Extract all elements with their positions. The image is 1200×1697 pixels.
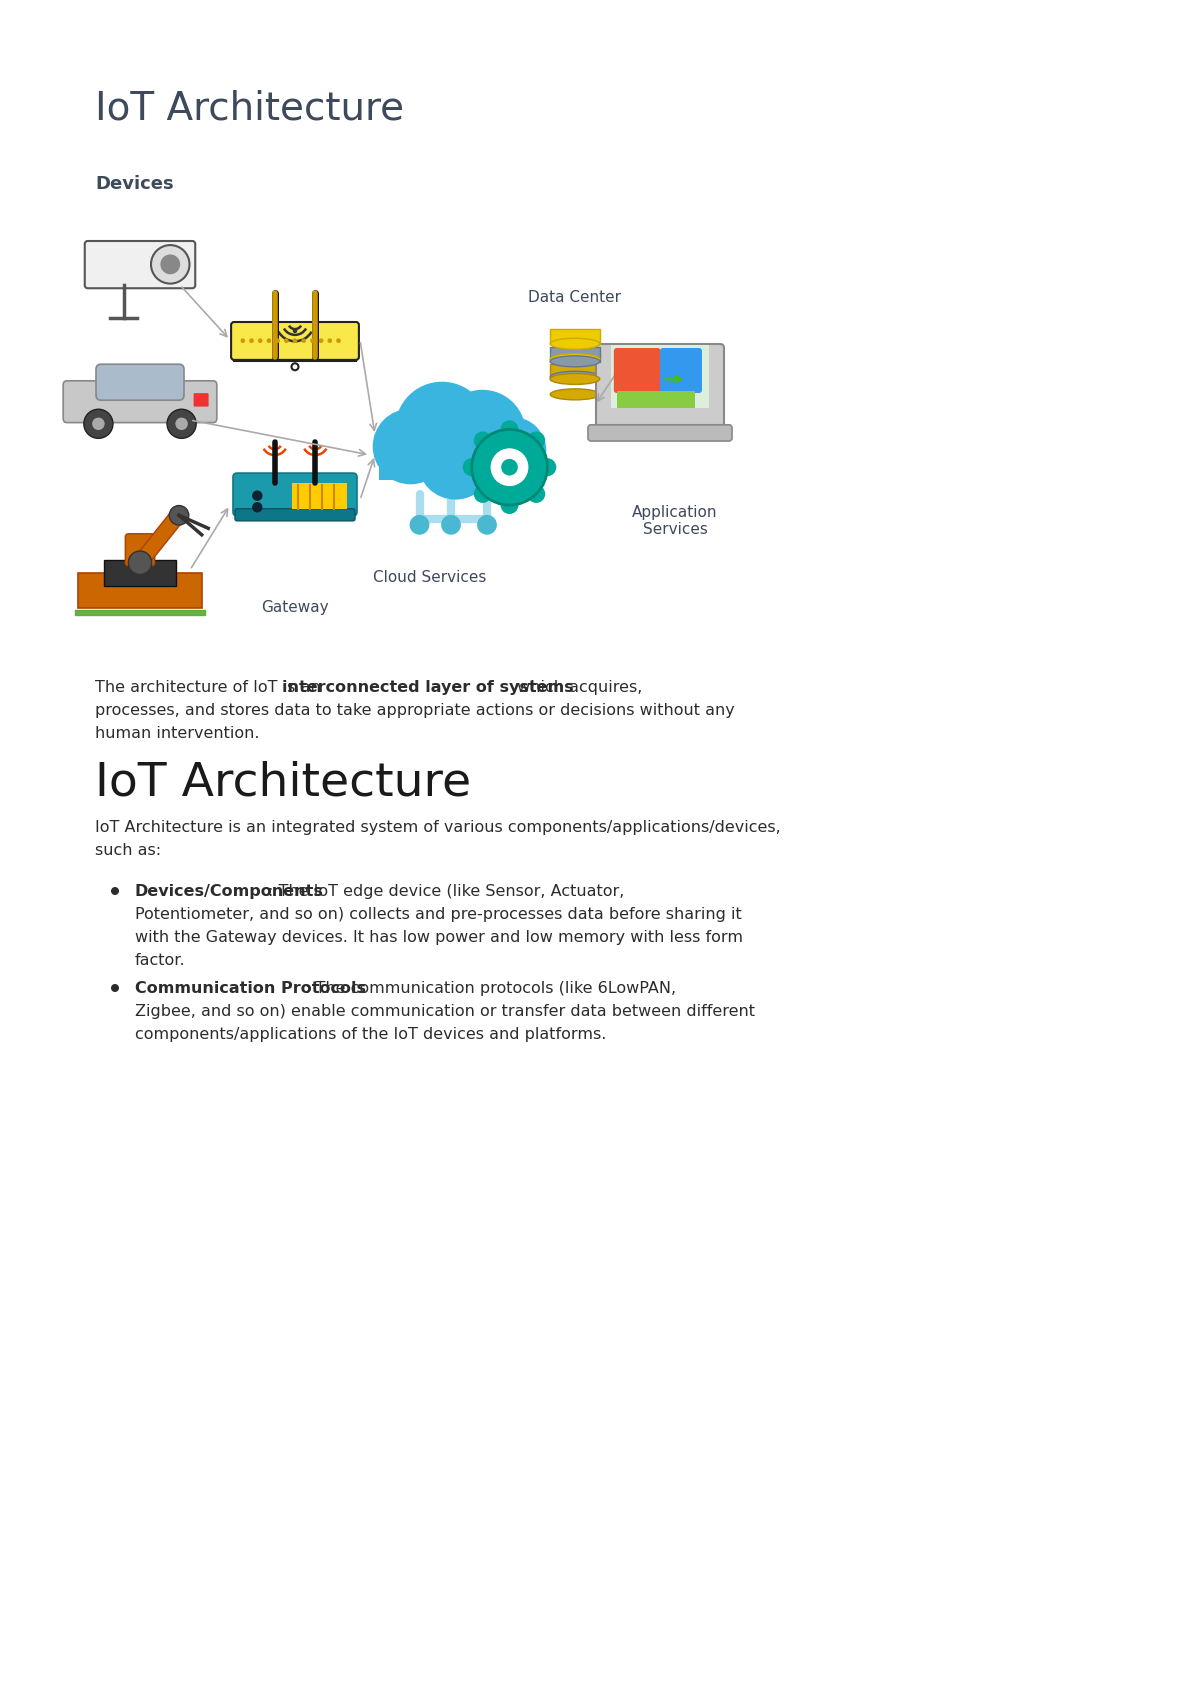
FancyBboxPatch shape: [104, 560, 175, 585]
Text: with the Gateway devices. It has low power and low memory with less form: with the Gateway devices. It has low pow…: [134, 930, 743, 945]
FancyBboxPatch shape: [232, 322, 359, 360]
Text: processes, and stores data to take appropriate actions or decisions without any: processes, and stores data to take appro…: [95, 703, 734, 718]
Ellipse shape: [551, 338, 600, 350]
FancyBboxPatch shape: [379, 453, 541, 480]
Text: Potentiometer, and so on) collects and pre-processes data before sharing it: Potentiometer, and so on) collects and p…: [134, 906, 742, 921]
Circle shape: [92, 417, 104, 429]
Circle shape: [112, 984, 119, 993]
Circle shape: [167, 409, 196, 438]
Circle shape: [128, 552, 151, 575]
Circle shape: [474, 431, 492, 450]
Circle shape: [252, 490, 263, 501]
FancyBboxPatch shape: [611, 344, 709, 407]
Text: human intervention.: human intervention.: [95, 726, 259, 742]
FancyBboxPatch shape: [617, 392, 695, 407]
Circle shape: [409, 514, 430, 535]
Ellipse shape: [551, 372, 600, 382]
Text: : The IoT edge device (like Sensor, Actuator,: : The IoT edge device (like Sensor, Actu…: [269, 884, 624, 899]
Circle shape: [442, 514, 461, 535]
Ellipse shape: [551, 373, 600, 385]
Text: Communication Protocols: Communication Protocols: [134, 981, 366, 996]
Circle shape: [500, 421, 518, 438]
Text: such as:: such as:: [95, 843, 161, 859]
Circle shape: [252, 502, 263, 512]
Text: Gateway: Gateway: [262, 601, 329, 614]
Circle shape: [502, 458, 518, 475]
FancyBboxPatch shape: [551, 329, 600, 344]
Circle shape: [539, 458, 557, 477]
Circle shape: [169, 506, 188, 524]
Circle shape: [258, 338, 263, 343]
Text: components/applications of the IoT devices and platforms.: components/applications of the IoT devic…: [134, 1027, 606, 1042]
Text: IoT Architecture is an integrated system of various components/applications/devi: IoT Architecture is an integrated system…: [95, 820, 781, 835]
Ellipse shape: [551, 353, 600, 365]
FancyBboxPatch shape: [78, 572, 202, 608]
Circle shape: [310, 338, 314, 343]
FancyBboxPatch shape: [613, 348, 660, 394]
Circle shape: [266, 338, 271, 343]
Circle shape: [463, 458, 481, 477]
Text: IoT Architecture: IoT Architecture: [95, 90, 404, 127]
FancyBboxPatch shape: [64, 380, 217, 423]
FancyBboxPatch shape: [551, 365, 600, 380]
Circle shape: [175, 417, 188, 429]
Text: Application
Services: Application Services: [632, 506, 718, 538]
Text: factor.: factor.: [134, 954, 186, 967]
Circle shape: [151, 244, 190, 283]
Circle shape: [250, 338, 254, 343]
Text: Data Center: Data Center: [528, 290, 622, 305]
Circle shape: [373, 409, 449, 484]
FancyBboxPatch shape: [235, 509, 355, 521]
Text: Cloud Services: Cloud Services: [373, 570, 487, 585]
FancyBboxPatch shape: [292, 484, 347, 509]
Text: The architecture of IoT is an: The architecture of IoT is an: [95, 680, 325, 696]
Text: : The communication protocols (like 6LowPAN,: : The communication protocols (like 6Low…: [305, 981, 677, 996]
Circle shape: [527, 485, 545, 502]
Circle shape: [527, 431, 545, 450]
Circle shape: [491, 448, 528, 485]
Text: Zigbee, and so on) enable communication or transfer data between different: Zigbee, and so on) enable communication …: [134, 1005, 755, 1018]
Circle shape: [472, 429, 547, 506]
Circle shape: [474, 485, 492, 502]
FancyBboxPatch shape: [193, 394, 209, 407]
Circle shape: [500, 496, 518, 514]
Circle shape: [293, 338, 298, 343]
Text: Devices: Devices: [95, 175, 174, 193]
Circle shape: [112, 888, 119, 894]
FancyBboxPatch shape: [96, 365, 184, 400]
FancyBboxPatch shape: [85, 241, 196, 288]
FancyBboxPatch shape: [596, 344, 724, 433]
Circle shape: [161, 255, 180, 275]
Circle shape: [328, 338, 332, 343]
FancyBboxPatch shape: [588, 424, 732, 441]
FancyBboxPatch shape: [660, 348, 702, 394]
Circle shape: [293, 329, 298, 333]
FancyBboxPatch shape: [233, 473, 358, 516]
Text: IoT Architecture: IoT Architecture: [95, 760, 472, 804]
Circle shape: [439, 390, 526, 477]
Circle shape: [284, 338, 289, 343]
Circle shape: [418, 424, 493, 499]
Circle shape: [395, 382, 488, 475]
Text: which acquires,: which acquires,: [512, 680, 642, 696]
Circle shape: [319, 338, 324, 343]
Ellipse shape: [551, 389, 600, 400]
Circle shape: [478, 514, 497, 535]
Circle shape: [478, 417, 546, 485]
Text: interconnected layer of systems: interconnected layer of systems: [282, 680, 574, 696]
Circle shape: [240, 338, 245, 343]
Polygon shape: [131, 514, 188, 563]
Circle shape: [301, 338, 306, 343]
Ellipse shape: [551, 356, 600, 367]
FancyBboxPatch shape: [125, 535, 155, 565]
Circle shape: [275, 338, 280, 343]
Circle shape: [84, 409, 113, 438]
Text: Devices/Components: Devices/Components: [134, 884, 324, 899]
Circle shape: [336, 338, 341, 343]
FancyBboxPatch shape: [551, 346, 600, 361]
